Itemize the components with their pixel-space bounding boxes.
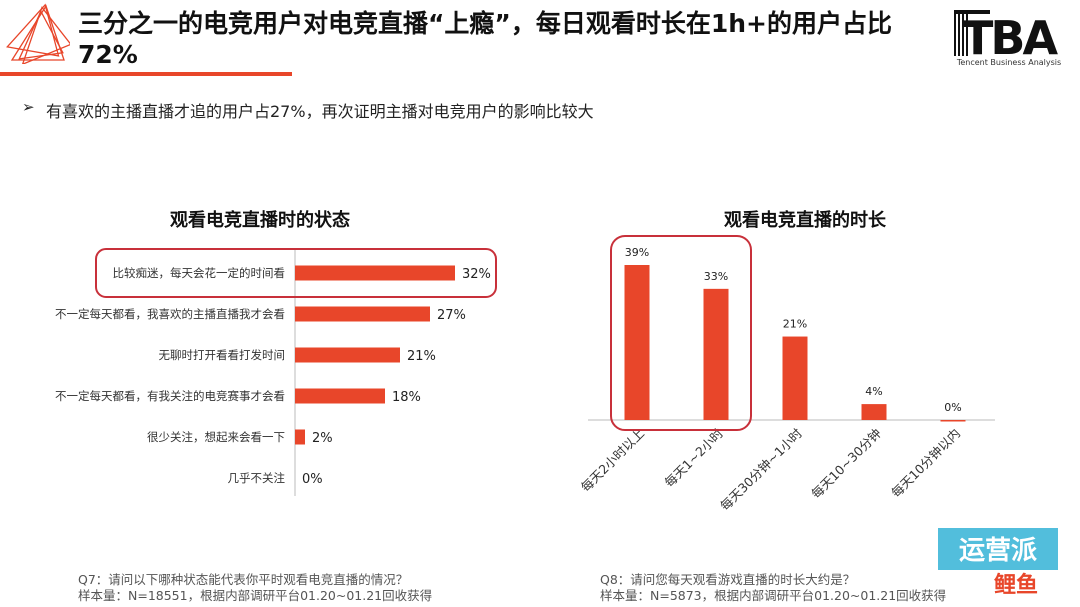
right-category-label: 每天1~2小时 xyxy=(661,425,726,490)
left-bar xyxy=(295,265,455,281)
right-value-label: 21% xyxy=(783,318,807,331)
right-bar xyxy=(940,420,966,422)
footnote-right-question: Q8：请问您每天观看游戏直播的时长大约是？ xyxy=(600,572,856,587)
chart-left-title: 观看电竞直播时的状态 xyxy=(170,210,350,231)
right-bar xyxy=(782,336,808,420)
right-value-label: 0% xyxy=(944,401,961,414)
right-value-label: 4% xyxy=(865,385,882,398)
right-bar xyxy=(861,404,887,420)
left-value-label: 32% xyxy=(462,267,491,282)
right-value-label: 39% xyxy=(625,246,649,259)
left-value-label: 27% xyxy=(437,308,466,323)
brand-logo-text: TBA xyxy=(962,11,1058,65)
right-bar xyxy=(624,265,650,420)
left-category-label: 比较痴迷，每天会花一定的时间看 xyxy=(113,266,286,280)
left-value-label: 18% xyxy=(392,390,421,405)
brand-tagline: Tencent Business Analysis xyxy=(956,58,1062,67)
left-bar xyxy=(295,306,430,322)
left-value-label: 2% xyxy=(312,431,333,446)
title-underline xyxy=(0,72,292,76)
left-bar xyxy=(295,388,385,404)
brand-logo: TBA xyxy=(954,10,1061,65)
chart-right-title: 观看电竞直播的时长 xyxy=(724,210,886,231)
left-highlight-box xyxy=(95,248,497,298)
right-category-label: 每天2小时以上 xyxy=(578,426,647,495)
left-category-label: 无聊时打开看看打发时间 xyxy=(159,348,286,362)
left-value-label: 21% xyxy=(407,349,436,364)
footnote-left-sample: 样本量：N=18551，根据内部调研平台01.20~01.21回收获得 xyxy=(78,588,433,603)
footnote-right: Q8：请问您每天观看游戏直播的时长大约是？ 样本量：N=5873，根据内部调研平… xyxy=(600,572,946,604)
left-category-label: 很少关注，想起来会看一下 xyxy=(147,430,285,444)
left-value-label: 0% xyxy=(302,472,323,487)
triangle-outline-logo-icon xyxy=(6,3,70,64)
right-category-label: 每天10~30分钟 xyxy=(808,426,884,502)
chart-left: 比较痴迷，每天会花一定的时间看 32% 不一定每天都看，我喜欢的主播直播我才会看 27… xyxy=(55,248,497,496)
right-highlight-box xyxy=(610,235,752,431)
page-subtitle: 有喜欢的主播直播才追的用户占27%，再次证明主播对电竞用户的影响比较大 xyxy=(46,102,594,121)
left-bar xyxy=(295,429,305,445)
left-category-label: 不一定每天都看，我喜欢的主播直播我才会看 xyxy=(55,307,285,321)
footnote-left: Q7：请问以下哪种状态能代表你平时观看电竞直播的情况？ 样本量：N=18551，… xyxy=(78,572,432,604)
watermark-line1: 运营派 xyxy=(959,536,1037,566)
right-category-label: 每天30分钟~1小时 xyxy=(717,425,805,513)
watermark: 运营派 鲤鱼 xyxy=(938,528,1058,596)
right-category-label: 每天10分钟以内 xyxy=(888,426,963,501)
footnote-left-question: Q7：请问以下哪种状态能代表你平时观看电竞直播的情况？ xyxy=(78,572,409,587)
left-category-label: 几乎不关注 xyxy=(228,471,286,485)
left-category-label: 不一定每天都看，有我关注的电竞赛事才会看 xyxy=(55,389,285,403)
bullet-arrow-icon: ➢ xyxy=(22,98,35,116)
watermark-line2: 鲤鱼 xyxy=(993,572,1038,596)
footnote-right-sample: 样本量：N=5873，根据内部调研平台01.20~01.21回收获得 xyxy=(600,588,947,603)
right-bar xyxy=(703,288,729,420)
right-value-label: 33% xyxy=(704,270,728,283)
chart-right: 39% 每天2小时以上 33% 每天1~2小时 21% 每天30分钟~1小时 4% 每天10~… xyxy=(578,235,995,513)
left-bar xyxy=(295,347,400,363)
page-title: 三分之一的电竞用户对电竞直播“上瘾”，每日观看时长在1h+的用户占比72% xyxy=(78,9,893,69)
